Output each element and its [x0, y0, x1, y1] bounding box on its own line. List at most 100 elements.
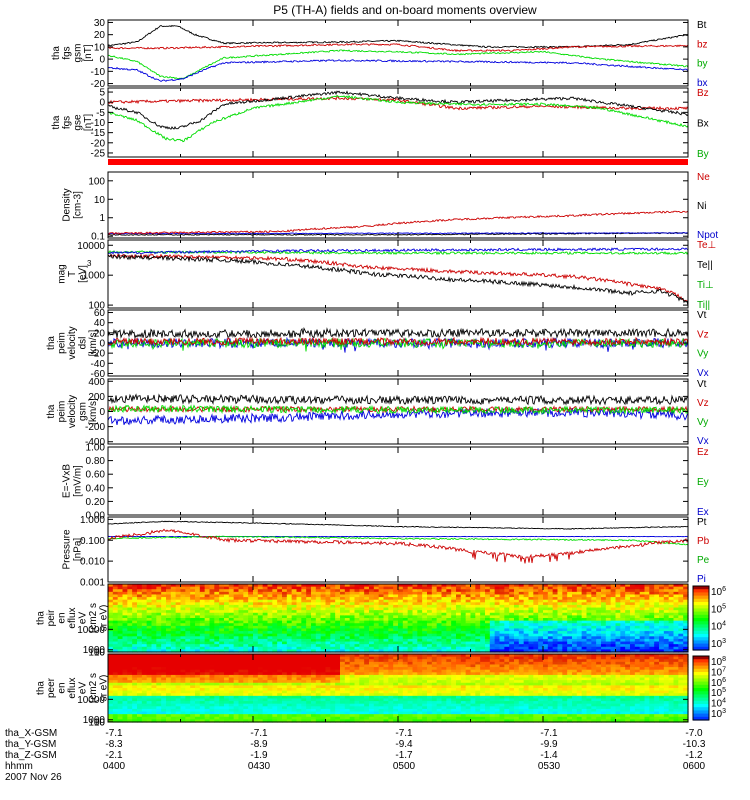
ytick-label: 0.40 [86, 483, 106, 494]
panel-fgs_gse: BzBxBy-25-20-15-10-505tha fgs gse [nT] [51, 88, 708, 165]
colorbar-label: 105 [711, 603, 726, 615]
ytick-label: 5 [99, 88, 105, 99]
legend-label: Te|| [697, 260, 713, 271]
ytick-label: 60 [94, 308, 106, 319]
legend-label: Te⊥ [697, 240, 716, 251]
legend-label: Ni [697, 201, 706, 212]
ytick-label: -10 [91, 67, 106, 78]
ytick-label: 10 [94, 42, 106, 53]
ylabel-line: peim [57, 332, 68, 354]
legend-label: Bx [697, 119, 709, 130]
ytick-label: 0.001 [80, 578, 105, 589]
ytick-label: 0 [99, 55, 105, 66]
ytick-label: 10 [94, 648, 106, 659]
panel-temperature: Te⊥Te||Ti⊥Ti||100001000100mag T [eV]3 [57, 240, 717, 312]
ylabel-line: fgs [62, 116, 73, 129]
legend-label: by [697, 59, 708, 70]
panel-pressure: PtPbPePi1.0000.1000.0100.001Pressure [nPa… [62, 515, 710, 589]
colorbar-exponent: 3 [722, 638, 726, 645]
legend-label: Ne [697, 172, 710, 183]
legend-label: Pt [697, 517, 707, 528]
ylabel-group: tha peim velocity gsm [km/s] [46, 395, 99, 428]
ytick-label: 0.100 [80, 536, 105, 547]
legend-label: Vz [697, 329, 709, 340]
ytick-label: 0.010 [80, 557, 105, 568]
panel-efield: EzEyEx0.000.200.400.600.801.00E=-VxB [mV/… [62, 443, 709, 522]
ytick-label: 0 [99, 339, 105, 350]
ylabel-line: gsm [78, 402, 89, 421]
legend-label: Bt [697, 20, 707, 31]
legend-label: Pi [697, 574, 706, 585]
panels-group: Btbzbybx-20-100102030tha fgs gsm [nT]BzBxBy… [36, 18, 727, 729]
legend-label: Bz [697, 88, 709, 99]
ylabel-line: peim [57, 401, 68, 423]
panel-frame [108, 240, 688, 308]
legend-label: Pb [697, 536, 710, 547]
ylabel-line: sr eV) [99, 605, 110, 632]
ylabel-line: [cm-3] [72, 191, 83, 219]
ytick-label: 0 [99, 98, 105, 109]
series-bx [108, 60, 688, 82]
legend-label: Vx [697, 436, 709, 447]
ytick-label: 40 [94, 318, 106, 329]
ylabel-line: tha [51, 115, 62, 129]
ylabel-line: [km/s] [88, 398, 99, 425]
panel-fgs_gsm: Btbzbybx-20-100102030tha fgs gsm [nT] [51, 18, 707, 90]
legend-label: Vt [697, 379, 707, 390]
colorbar-label: 104 [711, 621, 726, 633]
series-Bx [108, 91, 688, 129]
ylabel-line: E=-VxB [62, 464, 73, 499]
ytick-label: 100 [88, 176, 105, 187]
series-Ne [108, 211, 688, 234]
series-by [108, 50, 688, 79]
ylabel-line: [nPa] [72, 538, 83, 562]
ylabel-line: velocity [67, 395, 78, 428]
ytick-label: 400 [88, 377, 105, 388]
colorbar-label: 106 [711, 586, 726, 598]
legend-label: Vz [697, 398, 709, 409]
ytick-label: 0.20 [86, 497, 106, 508]
ytick-label: -25 [91, 148, 106, 159]
legend-label: Vt [697, 310, 707, 321]
colorbar-label: 103 [711, 638, 726, 650]
ylabel-line: gse [72, 114, 83, 131]
panel-frame [108, 20, 688, 86]
ytick-label: 0.80 [86, 456, 106, 467]
ytick-label: 20 [94, 30, 106, 41]
panel-peir_spec: 10610510410310000100010010tha peir en eflux… [36, 584, 727, 659]
ylabel-line: Pressure [62, 529, 73, 569]
ylabel-line: [nT] [83, 44, 94, 61]
ytick-label: 0.60 [86, 470, 106, 481]
legend-label: By [697, 149, 709, 160]
legend-label: Ez [697, 447, 709, 458]
series-Vx [108, 408, 688, 425]
ylabel-group: tha fgs gsm [nT] [51, 44, 94, 63]
series-bz [108, 44, 688, 52]
ylabel-line: peir [46, 609, 57, 626]
ylabel-line: tha [51, 46, 62, 60]
colorbar-exponent: 5 [722, 603, 726, 610]
ylabel-line: fgs [62, 46, 73, 59]
legend-label: Ey [697, 477, 709, 488]
panel-frame [108, 447, 688, 515]
ytick-label: -20 [91, 138, 106, 149]
legend-label: Vx [697, 368, 709, 379]
ytick-label: -40 [91, 359, 106, 370]
overview-figure: P5 (TH-A) fields and on-board moments ov… [0, 0, 750, 800]
series-Vt [108, 328, 688, 337]
series-Vt [108, 395, 688, 405]
ytick-label: -5 [96, 108, 105, 119]
ylabel-group: E=-VxB [mV/m] [62, 464, 84, 499]
ylabel-superscript: 3 [87, 259, 92, 268]
ylabel-group: mag T [eV] [57, 264, 89, 283]
red-bar [108, 159, 688, 165]
panel-frame [108, 172, 688, 238]
ylabel-line: tha [46, 404, 57, 418]
ylabel-line: T [67, 271, 78, 277]
panel-frame [108, 379, 688, 444]
ylabel-line: velocity [67, 326, 78, 359]
ylabel-line: gsm [72, 44, 83, 63]
ylabel-line: dsl [78, 337, 89, 350]
ytick-label: 0 [99, 407, 105, 418]
legend-label: Vy [697, 349, 708, 360]
